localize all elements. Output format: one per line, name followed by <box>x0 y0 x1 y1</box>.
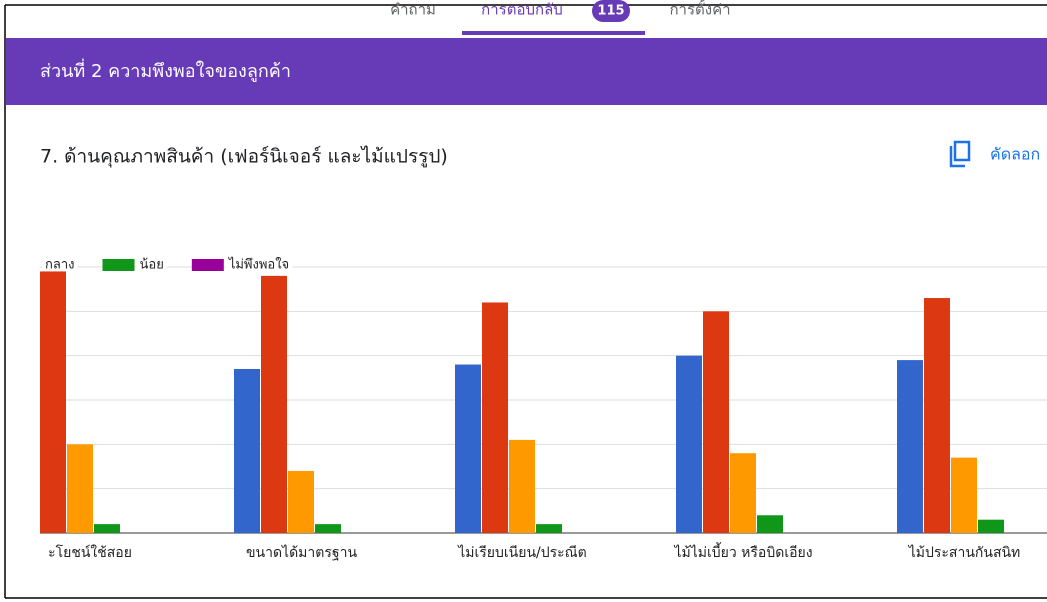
bar <box>897 360 923 533</box>
bar <box>40 271 66 533</box>
legend-label: น้อย <box>140 258 164 273</box>
x-tick-label: ไม้ไม่เบี้ยว หรือบิดเอียง <box>673 542 812 561</box>
section-header <box>6 38 1047 105</box>
x-tick-label: ไม้ประสานกันสนิท <box>908 544 1021 561</box>
bar <box>261 275 287 533</box>
active-tab-indicator <box>462 31 645 35</box>
bar <box>676 355 702 533</box>
section-title: ส่วนที่ 2 ความพึงพอใจของลูกค้า <box>40 58 291 82</box>
x-tick-label: ะโยชน์ใช้สอย <box>48 544 132 561</box>
bar <box>757 515 783 533</box>
tab-settings[interactable]: การตั้งค่า <box>669 0 730 19</box>
legend-swatch <box>102 259 135 271</box>
copy-label: คัดลอก <box>990 145 1040 164</box>
bar <box>94 524 120 533</box>
copy-icon-back <box>949 146 965 168</box>
bar <box>455 364 481 533</box>
bar <box>730 453 756 533</box>
bar <box>536 524 562 533</box>
bar <box>67 444 93 533</box>
legend-label: กลาง <box>45 258 75 273</box>
copy-icon <box>953 140 971 162</box>
tab-responses[interactable]: การตอบกลับ <box>481 1 563 19</box>
bar <box>924 298 950 533</box>
bar <box>978 519 1004 533</box>
bar <box>703 311 729 533</box>
legend-bg <box>136 256 167 274</box>
response-count: 115 <box>597 4 624 19</box>
x-tick-label: ขนาดได้มาตรฐาน <box>246 544 358 561</box>
bar <box>951 457 977 533</box>
response-badge <box>592 0 630 22</box>
x-labels: ะโยชน์ใช้สอย ขนาดได้มาตรฐาน ไม่เรียบเนียน/… <box>48 542 1020 561</box>
copy-button[interactable]: คัดลอก <box>949 140 1040 168</box>
legend-bg <box>42 256 78 274</box>
tab-questions[interactable]: คำถาม <box>390 1 436 19</box>
bar <box>288 470 314 533</box>
legend-swatch <box>191 259 224 271</box>
question-title: 7. ด้านคุณภาพสินค้า (เฟอร์นิเจอร์ และไม้… <box>40 146 448 169</box>
legend-bg <box>225 256 293 274</box>
x-tick-label: ไม่เรียบเนียน/ประณีต <box>457 544 587 561</box>
legend-label: ไม่พึงพอใจ <box>228 257 289 273</box>
bar <box>315 524 341 533</box>
bar <box>509 439 535 533</box>
bar <box>482 302 508 533</box>
bar <box>234 368 260 533</box>
chart: กลาง น้อย ไม่พึงพอใจ <box>40 256 1047 534</box>
